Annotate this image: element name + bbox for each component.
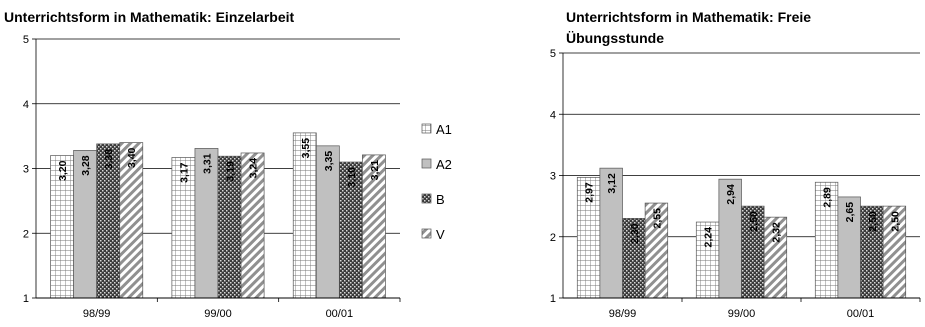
y-tick-label: 1 bbox=[550, 293, 556, 305]
chart-title: Unterrichtsform in Mathematik: Freie Übu… bbox=[566, 9, 815, 46]
data-label: 3,12 bbox=[606, 173, 618, 194]
bars: 3,20 3,28 3,38 3,40 3,17 3,31 3,19 3,24 3,55 3,35… bbox=[50, 132, 386, 299]
legend-swatch-a1 bbox=[421, 123, 432, 134]
data-label: 3,21 bbox=[369, 160, 381, 181]
data-label: 3,10 bbox=[346, 167, 358, 188]
data-label: 3,38 bbox=[103, 149, 115, 170]
data-label: 3,28 bbox=[80, 155, 92, 176]
chart-title: Unterrichtsform in Mathematik: Einzelarb… bbox=[4, 9, 295, 25]
legend-swatch-v bbox=[421, 228, 432, 239]
data-label: 2,94 bbox=[725, 184, 737, 205]
data-label: 2,50 bbox=[889, 211, 901, 232]
y-tick-label: 3 bbox=[550, 171, 556, 183]
data-label: 3,40 bbox=[126, 147, 138, 168]
legend-label-a2: A2 bbox=[436, 157, 452, 172]
data-label: 2,50 bbox=[748, 211, 760, 232]
data-label: 3,19 bbox=[225, 161, 237, 182]
chart-freie-uebungsstunde: Unterrichtsform in Mathematik: Freie Übu… bbox=[550, 9, 921, 320]
x-axis-ticks: 98/99 99/00 00/01 bbox=[36, 297, 401, 320]
y-tick-label: 5 bbox=[550, 48, 556, 60]
x-axis-ticks: 98/99 99/00 00/01 bbox=[563, 297, 921, 320]
data-label: 2,55 bbox=[651, 208, 663, 229]
legend-label-b: B bbox=[436, 192, 445, 207]
legend: A1 A2 B V bbox=[421, 122, 452, 242]
chart-einzelarbeit: Unterrichtsform in Mathematik: Einzelarb… bbox=[4, 9, 401, 320]
data-label: 2,65 bbox=[844, 202, 856, 223]
y-tick-label: 4 bbox=[23, 99, 29, 111]
data-label: 2,97 bbox=[584, 182, 596, 203]
legend-swatch-b bbox=[421, 193, 432, 204]
data-label: 2,50 bbox=[867, 211, 879, 232]
legend-swatch-a2 bbox=[421, 158, 432, 169]
chart-title-line-1: Unterrichtsform in Mathematik: Freie bbox=[566, 9, 811, 25]
data-label: 3,31 bbox=[201, 153, 213, 174]
y-tick-label: 2 bbox=[550, 232, 556, 244]
x-tick-label: 98/99 bbox=[609, 308, 637, 320]
data-label: 2,32 bbox=[770, 222, 782, 243]
legend-label-a1: A1 bbox=[436, 122, 452, 137]
data-label: 3,17 bbox=[178, 162, 190, 183]
data-label: 2,89 bbox=[822, 187, 834, 208]
x-tick-label: 99/00 bbox=[204, 308, 232, 320]
y-tick-label: 2 bbox=[23, 228, 29, 240]
data-label: 3,20 bbox=[57, 160, 69, 181]
data-label: 2,24 bbox=[703, 227, 715, 248]
y-tick-label: 1 bbox=[23, 293, 29, 305]
chart-title-line-2: Übungsstunde bbox=[566, 30, 664, 46]
y-tick-label: 4 bbox=[550, 109, 556, 121]
data-label: 2,30 bbox=[629, 223, 641, 244]
y-tick-label: 3 bbox=[23, 164, 29, 176]
data-label: 3,55 bbox=[300, 138, 312, 159]
x-tick-label: 00/01 bbox=[847, 308, 875, 320]
legend-label-v: V bbox=[436, 227, 445, 242]
data-label: 3,35 bbox=[323, 151, 335, 172]
x-tick-label: 00/01 bbox=[326, 308, 354, 320]
data-label: 3,24 bbox=[248, 158, 260, 179]
y-tick-label: 5 bbox=[23, 34, 29, 46]
x-tick-label: 99/00 bbox=[728, 308, 756, 320]
bars: 2,97 3,12 2,30 2,55 2,24 2,94 2,50 2,32 2,89 2,65… bbox=[576, 167, 907, 299]
x-tick-label: 98/99 bbox=[83, 308, 111, 320]
